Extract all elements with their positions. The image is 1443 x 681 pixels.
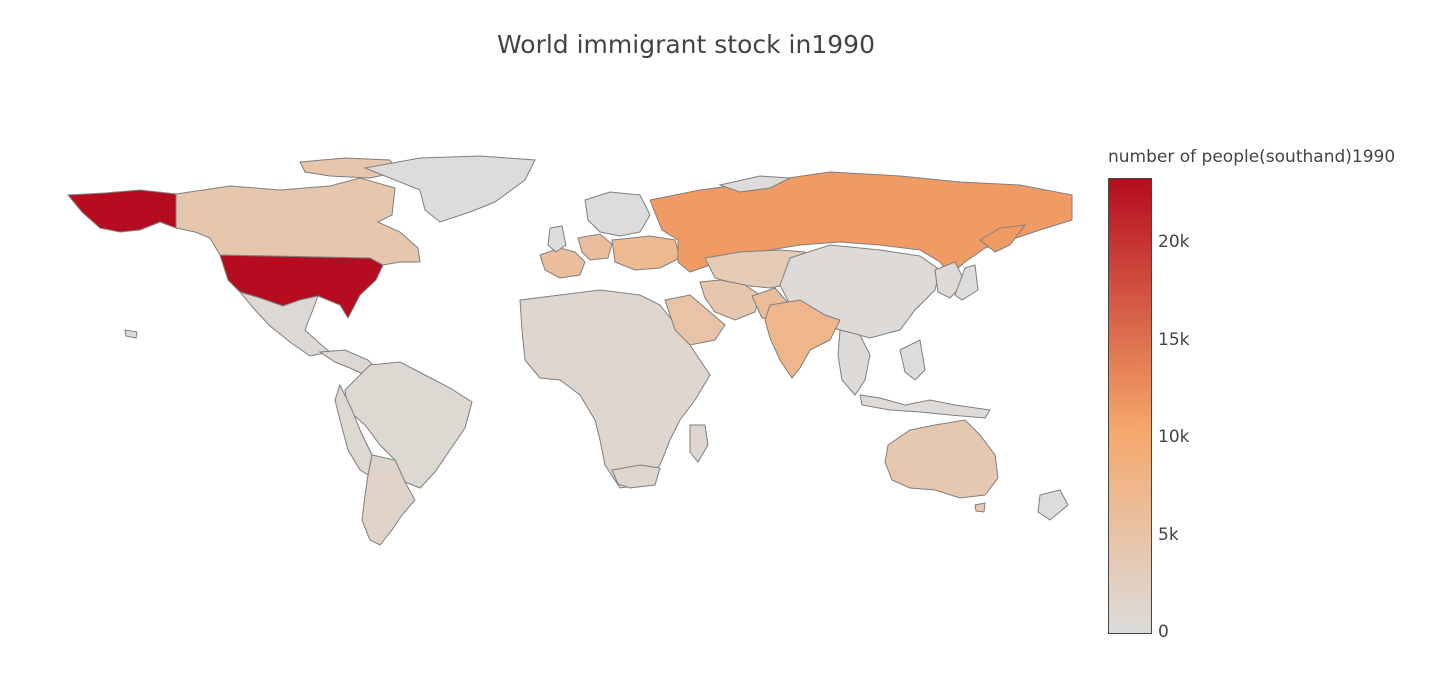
country-greenland[interactable] bbox=[899, 339, 926, 381]
country-france[interactable] bbox=[539, 247, 586, 279]
country-greenland[interactable] bbox=[1037, 489, 1069, 521]
country-russia[interactable] bbox=[979, 224, 1027, 253]
country-australia[interactable] bbox=[974, 502, 986, 513]
country-saudi-arabia[interactable] bbox=[664, 294, 726, 346]
colorbar-tick: 10k bbox=[1158, 427, 1190, 448]
country-south-africa[interactable] bbox=[611, 464, 661, 489]
colorbar-tick: 0 bbox=[1158, 622, 1169, 642]
country-germany[interactable] bbox=[577, 233, 613, 261]
country-china[interactable] bbox=[859, 394, 991, 419]
country-greenland[interactable] bbox=[718, 175, 792, 193]
country-sudan[interactable] bbox=[519, 289, 711, 489]
country-united-states[interactable] bbox=[66, 189, 177, 233]
country-canada[interactable] bbox=[175, 177, 421, 266]
country-india[interactable] bbox=[764, 299, 841, 379]
country-brazil[interactable] bbox=[334, 383, 373, 476]
country-mexico[interactable] bbox=[238, 291, 332, 357]
country-china[interactable] bbox=[837, 329, 871, 396]
colorbar-tick: 5k bbox=[1158, 524, 1179, 545]
country-greenland[interactable] bbox=[547, 225, 567, 253]
country-ukraine[interactable] bbox=[611, 235, 681, 271]
country-sudan[interactable] bbox=[689, 424, 709, 463]
country-greenland[interactable] bbox=[363, 155, 536, 223]
country-greenland[interactable] bbox=[954, 264, 979, 301]
colorbar-title: number of people(southand)1990 bbox=[1108, 147, 1396, 167]
country-greenland[interactable] bbox=[124, 329, 138, 339]
colorbar-tick: 20k bbox=[1158, 232, 1190, 253]
country-greenland[interactable] bbox=[584, 191, 651, 237]
colorbar-gradient bbox=[1108, 178, 1152, 634]
chart-title: World immigrant stock in1990 bbox=[497, 30, 875, 59]
country-argentina[interactable] bbox=[361, 454, 416, 546]
country-australia[interactable] bbox=[884, 419, 999, 499]
country-brazil[interactable] bbox=[344, 361, 473, 489]
country-iran[interactable] bbox=[699, 279, 761, 321]
colorbar-tick: 15k bbox=[1158, 329, 1190, 350]
